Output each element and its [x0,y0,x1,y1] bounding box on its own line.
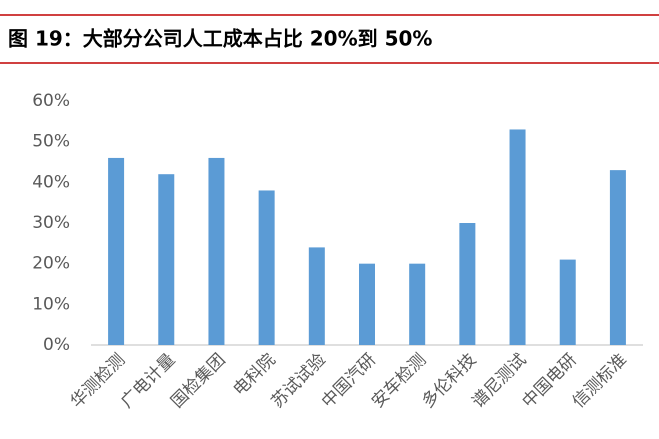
x-tick-label: 华测检测 [67,350,129,412]
y-tick-label: 50% [32,132,70,152]
bar [359,263,375,345]
bar [609,170,626,345]
y-tick-label: 20% [32,254,70,274]
y-tick-label: 10% [32,294,70,314]
bar [409,263,426,345]
x-tick-label: 安车检测 [368,350,430,412]
x-tick-label: 中国电研 [519,350,581,412]
bar [559,259,576,345]
bar [108,157,125,345]
bar [258,190,275,345]
x-tick-label: 信测标准 [569,350,631,412]
y-tick-label: 30% [32,213,70,233]
x-tick-label: 广电计量 [117,350,179,412]
y-tick-label: 60% [32,91,70,111]
y-tick-label: 0% [43,335,70,355]
chart-title: 图 19：大部分公司人工成本占比 20%到 50% [8,27,432,51]
x-tick-label: 国检集团 [167,350,229,412]
bar [459,223,476,345]
x-tick-label: 中国汽研 [318,350,380,412]
bar [208,157,225,345]
bar [509,129,526,345]
bar [158,174,175,345]
x-tick-label: 多伦科技 [418,350,480,412]
bar [308,247,325,345]
x-tick-label: 苏试试验 [268,350,330,412]
y-tick-label: 40% [32,172,70,192]
x-tick-label: 谱尼测试 [468,350,530,412]
